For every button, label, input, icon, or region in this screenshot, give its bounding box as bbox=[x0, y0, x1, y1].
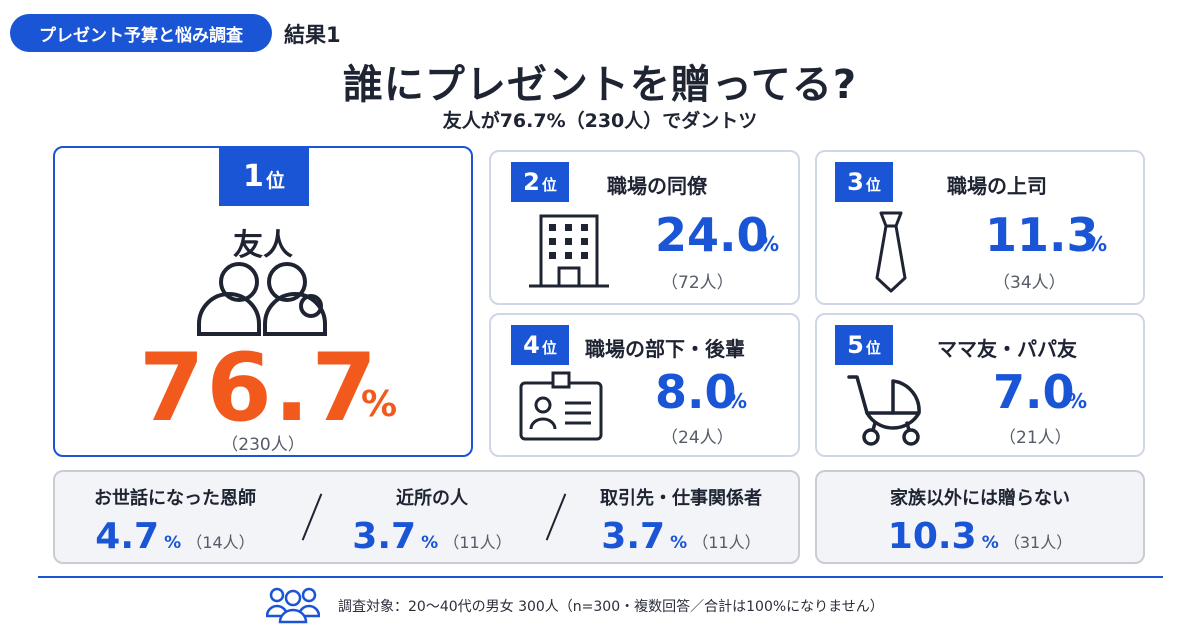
other-count: （14人） bbox=[186, 533, 255, 552]
no-gift-value: 10.3 bbox=[887, 516, 977, 557]
rank-1-percent: % bbox=[361, 384, 398, 425]
id-card-icon bbox=[519, 371, 603, 441]
rank-5-value: 7.0 bbox=[993, 365, 1075, 419]
other-percent: % bbox=[670, 533, 688, 553]
other-item-neighbor: 近所の人 3.7 % （11人） bbox=[317, 484, 547, 557]
other-value: 3.7 bbox=[352, 516, 417, 557]
rank-number: 5 bbox=[847, 331, 864, 359]
rank-number: 2 bbox=[523, 168, 540, 196]
other-value: 3.7 bbox=[601, 516, 666, 557]
rank-5-count: （21人） bbox=[999, 428, 1072, 448]
no-gift-item: 家族以外には贈らない 10.3 % （31人） bbox=[817, 484, 1143, 557]
rank-3-percent: % bbox=[1087, 232, 1108, 256]
other-percent: % bbox=[164, 533, 182, 553]
rank-4-value: 8.0 bbox=[655, 365, 737, 419]
rank-2-label: 職場の同僚 bbox=[607, 174, 707, 198]
rank-4-percent: % bbox=[727, 389, 748, 413]
rank-number: 3 bbox=[847, 168, 864, 196]
rank-unit: 位 bbox=[265, 170, 285, 192]
no-gift-count: （31人） bbox=[1003, 533, 1073, 552]
rank-1-value: 76.7 bbox=[139, 334, 379, 443]
other-label: 近所の人 bbox=[396, 488, 468, 509]
rank-1-label: 友人 bbox=[233, 228, 293, 263]
other-label: 取引先・仕事関係者 bbox=[600, 488, 762, 509]
rank-2-percent: % bbox=[759, 232, 780, 256]
rank-3-count: （34人） bbox=[993, 273, 1066, 293]
page-subtitle: 友人が76.7%（230人）でダントツ bbox=[442, 110, 758, 132]
people-icon bbox=[197, 262, 327, 336]
other-value: 4.7 bbox=[95, 516, 160, 557]
rank-3-value: 11.3 bbox=[985, 208, 1099, 262]
footer-divider bbox=[38, 576, 1163, 578]
stroller-icon bbox=[847, 375, 921, 446]
rank-unit: 位 bbox=[541, 339, 557, 357]
group-icon bbox=[266, 587, 320, 624]
result-label: 結果1 bbox=[284, 23, 341, 47]
survey-footnote: 調査対象：20〜40代の男女 300人（n=300・複数回答／合計は100%にな… bbox=[338, 599, 884, 615]
rank-unit: 位 bbox=[541, 176, 557, 194]
others-card: お世話になった恩師 4.7 % （14人） 近所の人 3.7 % （11人） 取… bbox=[53, 470, 800, 564]
no-gift-card: 家族以外には贈らない 10.3 % （31人） bbox=[815, 470, 1145, 564]
rank-number: 4 bbox=[523, 331, 540, 359]
rank-1-count: （230人） bbox=[221, 435, 305, 455]
office-building-icon bbox=[529, 214, 609, 288]
rank-3-label: 職場の上司 bbox=[947, 174, 1047, 198]
other-label: お世話になった恩師 bbox=[94, 488, 256, 509]
other-count: （11人） bbox=[692, 533, 761, 552]
other-item-client: 取引先・仕事関係者 3.7 % （11人） bbox=[563, 484, 799, 557]
rank-5-percent: % bbox=[1067, 389, 1088, 413]
rank-unit: 位 bbox=[865, 176, 881, 194]
other-count: （11人） bbox=[443, 533, 512, 552]
no-gift-label: 家族以外には贈らない bbox=[890, 488, 1070, 509]
rank-2-count: （72人） bbox=[661, 273, 734, 293]
survey-badge: プレゼント予算と悩み調査 bbox=[10, 14, 272, 52]
rank-unit: 位 bbox=[865, 339, 881, 357]
rank-2-value: 24.0 bbox=[655, 208, 769, 262]
other-percent: % bbox=[421, 533, 439, 553]
no-gift-percent: % bbox=[981, 533, 999, 553]
necktie-icon bbox=[875, 211, 907, 293]
rank-number: 1 bbox=[243, 159, 264, 194]
rank-4-count: （24人） bbox=[661, 428, 734, 448]
rank-4-label: 職場の部下・後輩 bbox=[585, 337, 745, 361]
rank-5-label: ママ友・パパ友 bbox=[937, 337, 1077, 361]
other-item-teacher: お世話になった恩師 4.7 % （14人） bbox=[55, 484, 295, 557]
page-title: 誰にプレゼントを贈ってる? bbox=[342, 62, 858, 108]
